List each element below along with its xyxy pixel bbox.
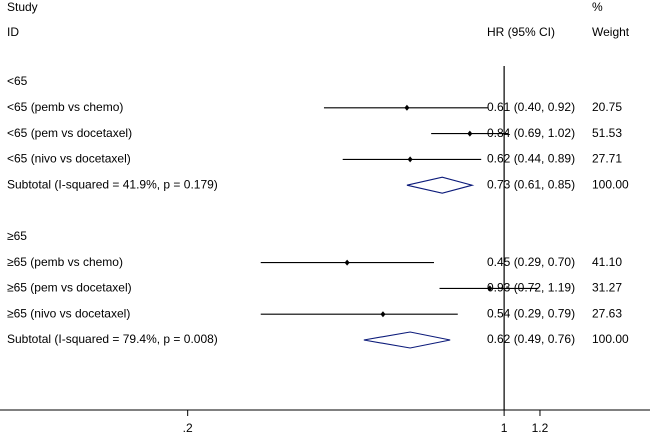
group-label: <65 (7, 74, 28, 88)
hr-ci-value: 0.45 (0.29, 0.70) (487, 255, 575, 269)
weight-value: 27.63 (592, 306, 622, 320)
weight-value: 100.00 (592, 332, 629, 346)
weight-value: 41.10 (592, 255, 622, 269)
subtotal-diamond (363, 331, 451, 349)
weight-value: 31.27 (592, 281, 622, 295)
hr-ci-value: 0.62 (0.44, 0.89) (487, 152, 575, 166)
study-label: <65 (nivo vs docetaxel) (7, 152, 131, 166)
study-label: ≥65 (nivo vs docetaxel) (7, 306, 130, 320)
study-label: <65 (pemb vs chemo) (7, 100, 123, 114)
weight-value: 20.75 (592, 100, 622, 114)
point-estimate-marker (487, 285, 493, 292)
x-tick-label: 1 (501, 421, 508, 433)
point-estimate-marker (467, 130, 473, 137)
weight-value: 51.53 (592, 126, 622, 140)
hr-ci-value: 0.84 (0.69, 1.02) (487, 126, 575, 140)
subtotal-diamond (406, 176, 475, 194)
point-estimate-marker (404, 104, 410, 111)
subtotal-label: Subtotal (I-squared = 79.4%, p = 0.008) (7, 332, 218, 346)
hr-ci-value: 0.62 (0.49, 0.76) (487, 332, 575, 346)
hr-ci-value: 0.61 (0.40, 0.92) (487, 100, 575, 114)
percent-column-header: % (592, 0, 603, 14)
study-label: ≥65 (pemb vs chemo) (7, 255, 123, 269)
x-tick-label: 1.2 (532, 421, 549, 433)
study-label: <65 (pem vs docetaxel) (7, 126, 132, 140)
hr-column-header: HR (95% CI) (487, 25, 556, 39)
hr-ci-value: 0.54 (0.29, 0.79) (487, 306, 575, 320)
point-estimate-marker (380, 311, 386, 318)
id-column-header: ID (7, 25, 19, 39)
study-label: ≥65 (pem vs docetaxel) (7, 281, 132, 295)
group-label: ≥65 (7, 229, 27, 243)
subtotal-label: Subtotal (I-squared = 41.9%, p = 0.179) (7, 177, 218, 191)
weight-value: 100.00 (592, 177, 629, 191)
hr-ci-value: 0.73 (0.61, 0.85) (487, 177, 575, 191)
hr-ci-value: 0.93 (0.72, 1.19) (487, 281, 575, 295)
weight-value: 27.71 (592, 152, 622, 166)
study-column-header: Study (7, 0, 38, 14)
weight-column-header: Weight (592, 25, 630, 39)
point-estimate-marker (344, 259, 350, 266)
x-tick-label: .2 (183, 421, 193, 433)
point-estimate-marker (407, 156, 413, 163)
